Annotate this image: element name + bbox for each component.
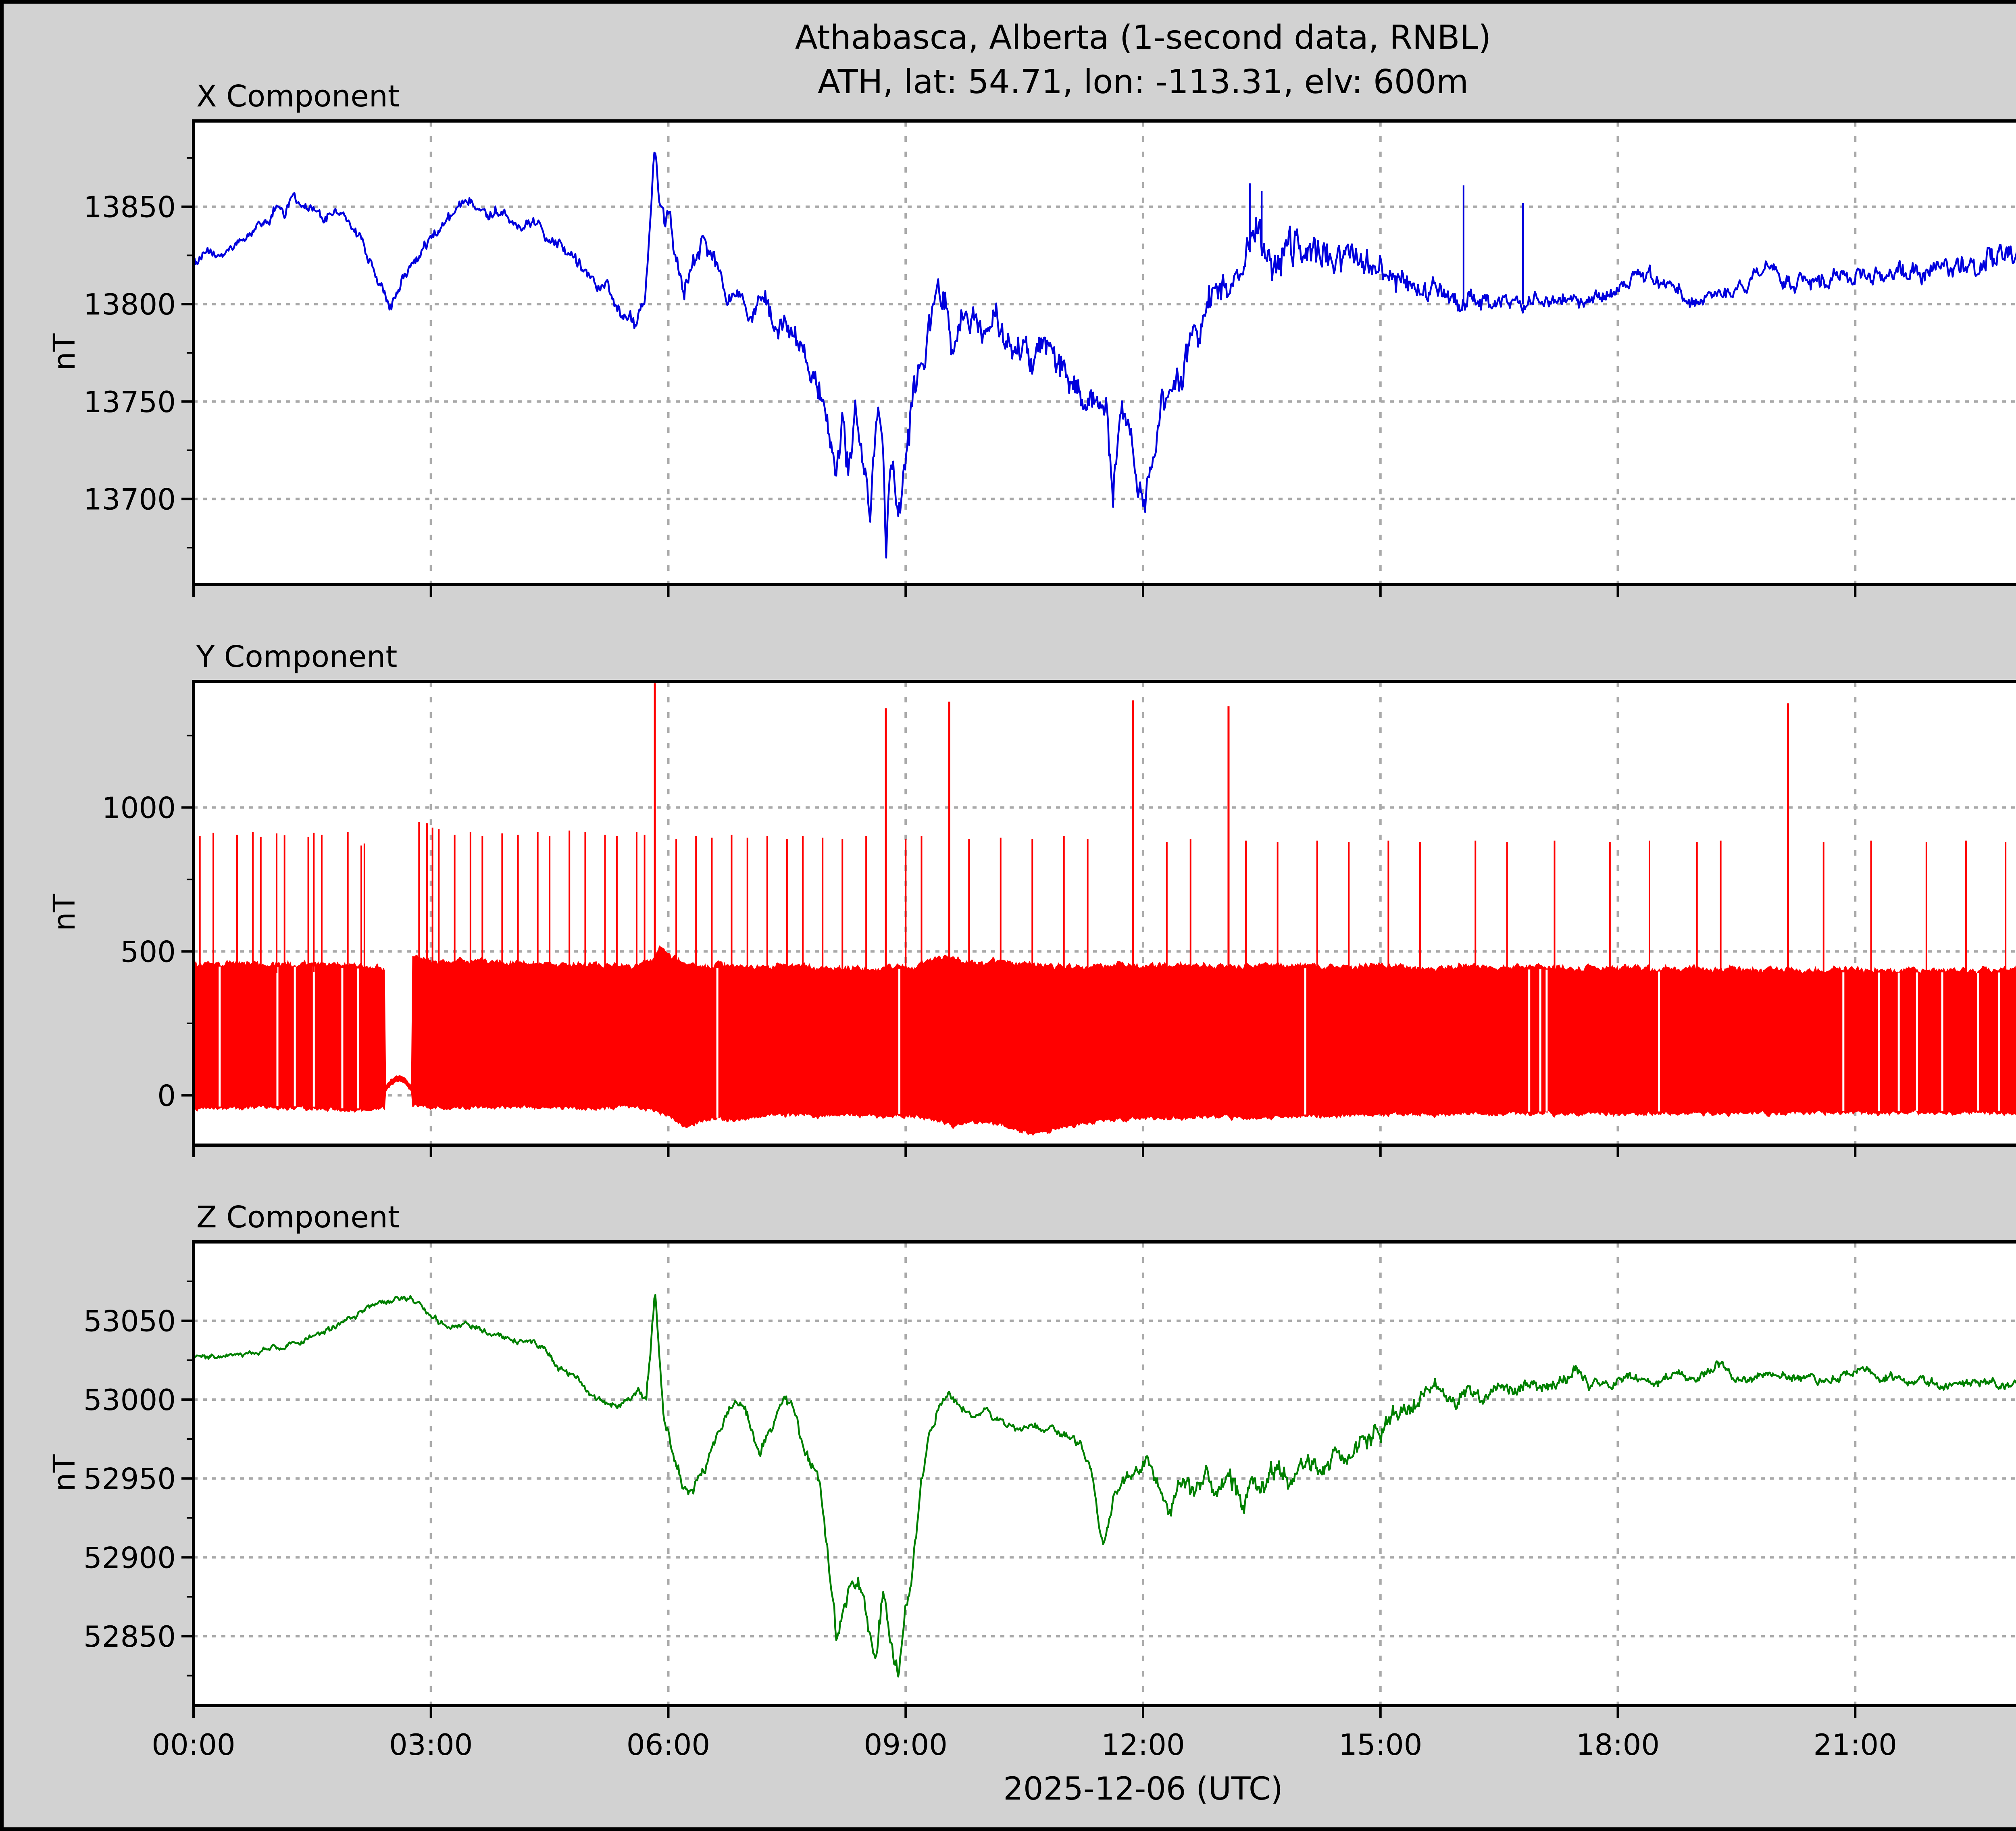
chart-title: Athabasca, Alberta (1-second data, RNBL) bbox=[795, 19, 1491, 57]
y-tick-label: 13800 bbox=[83, 287, 176, 321]
panel-label-z-component: Z Component bbox=[196, 1200, 400, 1235]
x-tick-label: 15:00 bbox=[1339, 1728, 1422, 1762]
y-tick-label: 53050 bbox=[83, 1304, 176, 1338]
y-tick-label: 52950 bbox=[83, 1462, 176, 1496]
x-tick-label: 18:00 bbox=[1576, 1728, 1660, 1762]
x-axis-label: 2025-12-06 (UTC) bbox=[1003, 1771, 1283, 1807]
x-tick-label: 03:00 bbox=[389, 1728, 473, 1762]
chart-subtitle: ATH, lat: 54.71, lon: -113.31, elv: 600m bbox=[818, 63, 1468, 101]
z-component-series-line bbox=[192, 1294, 2016, 1678]
y-tick-label: 1000 bbox=[102, 791, 176, 825]
x-tick-label: 06:00 bbox=[627, 1728, 710, 1762]
x-tick-label: 00:00 bbox=[152, 1728, 235, 1762]
y-tick-label: 52900 bbox=[83, 1541, 176, 1575]
y-tick-label: 13750 bbox=[83, 385, 176, 419]
x-tick-label: 21:00 bbox=[1814, 1728, 1897, 1762]
x-tick-label: 09:00 bbox=[864, 1728, 948, 1762]
y-tick-label: 500 bbox=[121, 935, 176, 969]
plot-background-x-component bbox=[194, 121, 2016, 585]
plot-background-z-component bbox=[194, 1242, 2016, 1706]
panel-label-y-component: Y Component bbox=[196, 639, 398, 674]
x-component-series-line bbox=[192, 152, 2016, 559]
y-tick-label: 13700 bbox=[83, 482, 176, 516]
panel-label-x-component: X Component bbox=[196, 79, 400, 114]
y-tick-label: 13850 bbox=[83, 190, 176, 224]
y-tick-label: 52850 bbox=[83, 1620, 176, 1654]
x-tick-label: 12:00 bbox=[1101, 1728, 1185, 1762]
y-tick-label: 53000 bbox=[83, 1383, 176, 1417]
y-tick-label: 0 bbox=[157, 1079, 176, 1113]
y-component-series-band bbox=[193, 945, 2016, 1136]
